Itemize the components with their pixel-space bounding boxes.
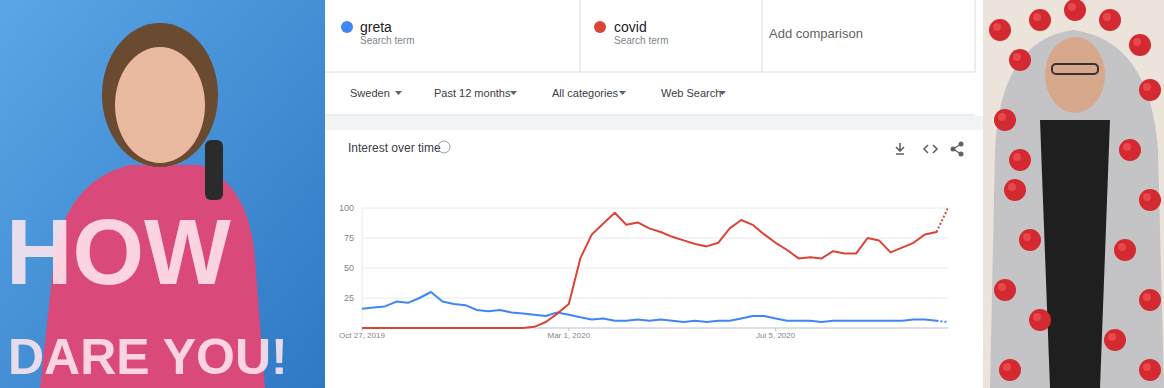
grid-line xyxy=(362,238,948,239)
legend-dot xyxy=(341,21,353,33)
pom-pom xyxy=(1019,229,1041,251)
meme-text: DARE YOU! xyxy=(8,329,288,385)
grid-line xyxy=(362,208,948,209)
chart-title: Interest over time xyxy=(348,141,441,155)
pom-pom-highlight xyxy=(1143,193,1151,201)
search-term-caption: Search term xyxy=(360,35,414,46)
pom-pom xyxy=(999,359,1021,381)
chart: 25 50 75 100 Oct 27, 2019 Mar 1, 2020 Jul 5, 2… xyxy=(339,203,948,340)
legend-dot xyxy=(594,21,606,33)
y-tick-label: 50 xyxy=(344,263,354,273)
pom-pom-highlight xyxy=(1143,293,1151,301)
search-term[interactable]: greta xyxy=(360,19,392,35)
grid-line xyxy=(362,298,948,299)
panel-background xyxy=(325,0,983,388)
grid-line xyxy=(362,268,948,269)
pom-pom xyxy=(989,19,1011,41)
pom-pom xyxy=(1099,9,1121,31)
meme-text: HOW xyxy=(6,201,231,303)
photo-background xyxy=(983,0,1164,388)
pom-pom-highlight xyxy=(1143,363,1151,371)
search-term[interactable]: covid xyxy=(614,19,647,35)
gap xyxy=(325,116,983,130)
series-line xyxy=(362,292,948,322)
pom-pom-highlight xyxy=(1033,13,1041,21)
add-comparison[interactable]: Add comparison xyxy=(769,26,863,41)
dropdown-arrow[interactable] xyxy=(510,91,517,95)
pom-pom-highlight xyxy=(998,113,1006,121)
filter[interactable]: Web Search xyxy=(661,87,721,99)
filter[interactable]: Past 12 months xyxy=(434,87,511,99)
y-tick-label: 25 xyxy=(344,293,354,303)
pom-pom xyxy=(1029,9,1051,31)
pom-pom xyxy=(1104,329,1126,351)
y-tick-label: 100 xyxy=(339,203,354,213)
dropdown-arrow[interactable] xyxy=(619,91,626,95)
x-tick-label: Mar 1, 2020 xyxy=(547,331,590,340)
series-group xyxy=(362,208,948,328)
embed-icon[interactable] xyxy=(924,145,937,153)
download-icon[interactable] xyxy=(896,143,904,154)
pom-pom-highlight xyxy=(1013,153,1021,161)
microphone xyxy=(205,140,223,200)
divider xyxy=(325,115,975,116)
pom-pom-highlight xyxy=(1008,183,1016,191)
right-photo xyxy=(983,0,1164,388)
pom-pom xyxy=(1119,139,1141,161)
pom-pom-highlight xyxy=(1003,363,1011,371)
pom-pom-highlight xyxy=(1013,53,1021,61)
pom-pom xyxy=(1139,359,1161,381)
left-photo: HOW DARE YOU! xyxy=(0,0,325,388)
pom-pom-highlight xyxy=(1143,83,1151,91)
x-tick-label: Oct 27, 2019 xyxy=(339,331,385,340)
pom-pom xyxy=(994,109,1016,131)
pom-pom-highlight xyxy=(1068,3,1076,11)
pom-pom-highlight xyxy=(998,283,1006,291)
page: HOWDARE YOU!gretaSearch termcovidSearch … xyxy=(0,0,1164,388)
shirt xyxy=(1040,120,1110,388)
pom-pom xyxy=(1064,0,1086,21)
photo-background xyxy=(0,0,325,388)
share-icon[interactable] xyxy=(959,152,964,157)
x-tick-label: Jul 5, 2020 xyxy=(756,331,796,340)
divider xyxy=(975,0,976,72)
pom-pom xyxy=(1004,179,1026,201)
search-term-caption: Search term xyxy=(614,35,668,46)
filter[interactable]: Sweden xyxy=(350,87,390,99)
pom-pom-highlight xyxy=(993,23,1001,31)
face xyxy=(1045,37,1105,113)
pom-pom-highlight xyxy=(1123,143,1131,151)
share-icon[interactable] xyxy=(951,147,956,152)
pom-pom-highlight xyxy=(1023,233,1031,241)
pom-pom xyxy=(1129,34,1151,56)
pom-pom-highlight xyxy=(1033,313,1041,321)
face xyxy=(115,47,205,163)
pom-pom xyxy=(1009,149,1031,171)
trends-panel: gretaSearch termcovidSearch termAdd comp… xyxy=(325,0,983,388)
y-tick-label: 75 xyxy=(344,233,354,243)
dropdown-arrow[interactable] xyxy=(719,91,726,95)
pom-pom xyxy=(1029,309,1051,331)
pom-pom xyxy=(1139,189,1161,211)
pom-pom xyxy=(1009,49,1031,71)
hoodie xyxy=(990,30,1164,388)
divider xyxy=(762,0,763,72)
pom-pom-highlight xyxy=(1133,38,1141,46)
pom-pom xyxy=(1114,239,1136,261)
help-icon[interactable] xyxy=(438,141,450,153)
dropdown-arrow[interactable] xyxy=(395,91,402,95)
divider xyxy=(325,72,975,73)
hair xyxy=(102,23,218,167)
series-line xyxy=(362,208,948,328)
pom-pom-highlight xyxy=(1108,333,1116,341)
pom-pom xyxy=(994,279,1016,301)
pom-pom xyxy=(1139,79,1161,101)
divider xyxy=(580,0,581,72)
pom-pom xyxy=(1139,289,1161,311)
share-icon[interactable] xyxy=(959,142,964,147)
pom-pom-highlight xyxy=(1103,13,1111,21)
filter[interactable]: All categories xyxy=(552,87,619,99)
pom-pom-highlight xyxy=(1118,243,1126,251)
glasses xyxy=(1052,64,1098,74)
